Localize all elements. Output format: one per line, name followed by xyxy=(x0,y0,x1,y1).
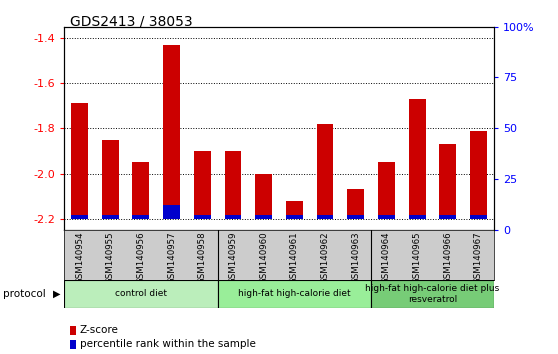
Text: GSM140959: GSM140959 xyxy=(228,232,238,284)
Bar xyxy=(255,173,272,219)
Bar xyxy=(194,151,211,219)
Text: GSM140960: GSM140960 xyxy=(259,232,268,284)
Bar xyxy=(439,144,456,219)
Bar xyxy=(470,215,487,219)
Bar xyxy=(408,215,426,219)
Bar xyxy=(347,189,364,219)
Bar xyxy=(347,215,364,219)
Bar xyxy=(163,205,180,219)
Text: GSM140955: GSM140955 xyxy=(105,232,115,284)
Text: GSM140967: GSM140967 xyxy=(474,232,483,284)
Text: GSM140964: GSM140964 xyxy=(382,232,391,284)
Text: GSM140962: GSM140962 xyxy=(320,232,330,284)
Text: GSM140961: GSM140961 xyxy=(290,232,299,284)
Bar xyxy=(132,162,150,219)
Bar xyxy=(316,215,334,219)
Bar xyxy=(378,162,395,219)
Bar xyxy=(102,139,119,219)
Text: protocol: protocol xyxy=(3,289,46,299)
Text: Z-score: Z-score xyxy=(80,325,119,335)
Text: GSM140966: GSM140966 xyxy=(443,232,453,284)
Bar xyxy=(371,280,494,308)
Bar xyxy=(286,215,303,219)
Bar xyxy=(102,215,119,219)
Bar xyxy=(71,215,88,219)
Text: GSM140956: GSM140956 xyxy=(136,232,146,284)
Text: GSM140957: GSM140957 xyxy=(167,232,176,284)
Bar xyxy=(378,215,395,219)
Bar xyxy=(71,103,88,219)
Bar xyxy=(470,131,487,219)
Bar xyxy=(224,215,242,219)
Text: high-fat high-calorie diet plus
resveratrol: high-fat high-calorie diet plus resverat… xyxy=(365,284,499,303)
Text: GSM140965: GSM140965 xyxy=(412,232,422,284)
Bar xyxy=(163,45,180,219)
Text: GSM140958: GSM140958 xyxy=(198,232,207,284)
Text: high-fat high-calorie diet: high-fat high-calorie diet xyxy=(238,289,350,298)
Text: ▶: ▶ xyxy=(53,289,60,299)
Bar xyxy=(255,215,272,219)
Text: GSM140963: GSM140963 xyxy=(351,232,360,284)
Bar xyxy=(408,99,426,219)
Bar xyxy=(132,215,150,219)
Bar xyxy=(64,280,218,308)
Text: GDS2413 / 38053: GDS2413 / 38053 xyxy=(70,14,193,28)
Text: percentile rank within the sample: percentile rank within the sample xyxy=(80,339,256,349)
Bar xyxy=(218,280,371,308)
Text: control diet: control diet xyxy=(115,289,167,298)
Bar xyxy=(194,215,211,219)
Text: GSM140954: GSM140954 xyxy=(75,232,84,284)
Bar xyxy=(439,215,456,219)
Bar xyxy=(316,124,334,219)
Bar xyxy=(224,151,242,219)
Bar xyxy=(286,201,303,219)
